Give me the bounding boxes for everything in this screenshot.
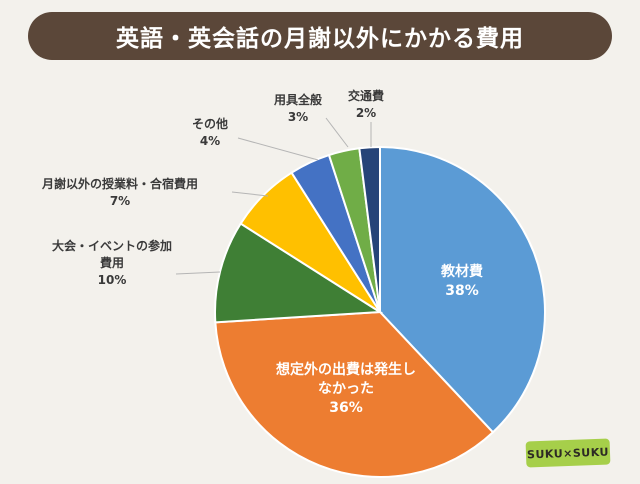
slice-label: 大会・イベントの参加費用 10% bbox=[52, 238, 172, 287]
title-banner: 英語・英会話の月謝以外にかかる費用 bbox=[28, 12, 612, 60]
slice-value-label: 10% bbox=[98, 273, 127, 287]
slice-label: その他 4% bbox=[192, 116, 228, 148]
leader-line bbox=[237, 137, 319, 161]
slice-value-label: 4% bbox=[200, 134, 220, 148]
chart-title: 英語・英会話の月謝以外にかかる費用 bbox=[116, 26, 524, 52]
leader-line bbox=[231, 191, 269, 197]
slice-label: 用具全般 3% bbox=[273, 92, 322, 124]
slice-label: 交通費 2% bbox=[348, 88, 384, 120]
brand-logo-text: SUKU×SUKU bbox=[526, 445, 610, 461]
pie-slice bbox=[358, 145, 381, 313]
slice-value-label: 2% bbox=[356, 106, 376, 120]
pie-slice bbox=[214, 310, 495, 478]
slice-label: 教材費 38% bbox=[441, 263, 483, 299]
slice-value-label: 36% bbox=[329, 400, 363, 416]
brand-logo: SUKU×SUKU bbox=[525, 438, 611, 468]
slice-value-label: 3% bbox=[288, 110, 308, 124]
slice-label: 想定外の出費は発生しなかった 36% bbox=[275, 361, 416, 416]
pie-slice bbox=[379, 145, 546, 434]
leader-line bbox=[175, 271, 221, 275]
leader-line bbox=[325, 117, 349, 148]
slice-label: 月謝以外の授業料・合宿費用 7% bbox=[41, 176, 198, 208]
slice-value-label: 38% bbox=[445, 283, 479, 299]
slice-value-label: 7% bbox=[110, 194, 130, 208]
pie-slice bbox=[214, 222, 384, 324]
